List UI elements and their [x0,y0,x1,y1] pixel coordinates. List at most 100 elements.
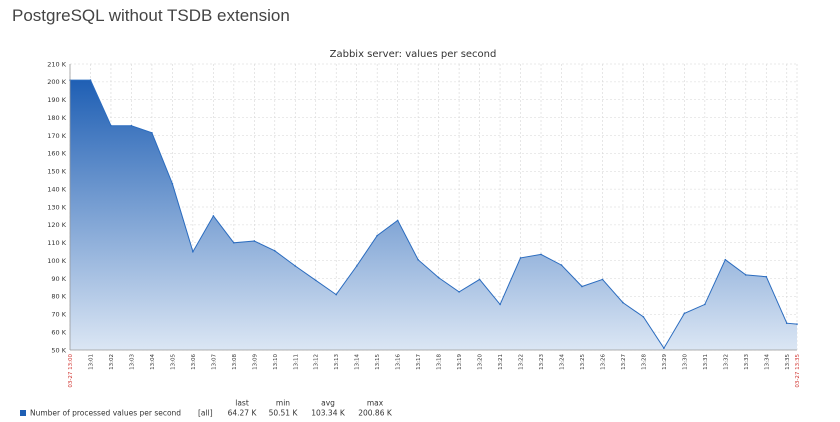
data-point [212,215,215,217]
data-point [130,124,133,127]
y-tick-label: 120 K [47,221,66,229]
data-point [745,274,747,276]
x-tick-label: 13:27 [621,354,627,370]
x-tick-label: 13:04 [150,354,156,370]
axes: 50 K 60 K 70 K 80 K 90 K 100 K 110 K 120 K 130 K… [47,60,801,387]
x-tick-label: 13:28 [641,354,647,370]
legend-header-max: max [367,399,384,408]
x-tick-label: 03-27 13:35 [795,354,801,388]
x-tick-label: 13:18 [437,354,443,370]
data-point [355,265,358,267]
x-tick-label: 13:23 [539,354,545,370]
data-point [376,234,378,237]
y-tick-label: 80 K [51,293,66,301]
x-tick-label: 13:29 [662,354,668,370]
legend-value-avg: 103.34 K [311,409,346,418]
y-tick-label: 160 K [47,150,66,158]
data-point [796,323,798,325]
x-tick-label: 13:30 [682,354,688,370]
y-tick-label: 150 K [47,168,66,176]
x-tick-label: 13:08 [232,354,238,370]
x-tick-label: 13:15 [375,354,381,370]
x-tick-label: 13:02 [109,354,115,370]
data-point [683,312,686,315]
data-point [437,276,440,279]
legend-value-last: 64.27 K [228,409,258,418]
x-tick-label: 13:22 [519,354,525,370]
x-tick-label: 13:06 [191,354,197,370]
x-tick-label: 13:20 [478,354,484,370]
x-tick-label: 13:33 [744,354,750,370]
y-tick-label: 110 K [47,239,66,247]
data-point [151,132,153,134]
x-tick-label: 13:01 [88,354,94,370]
x-tick-label: 13:07 [211,354,217,370]
y-tick-label: 170 K [47,132,66,140]
x-tick-label: 03-27 13:00 [68,354,74,388]
x-tick-label: 13:10 [273,354,279,370]
legend-header-avg: avg [321,399,335,408]
legend: Number of processed values per second [al… [20,399,393,418]
data-point [724,258,727,261]
data-point [233,241,235,244]
data-point [273,249,276,252]
data-point [110,124,112,127]
x-tick-label: 13:09 [252,354,258,370]
y-tick-label: 180 K [47,114,66,122]
x-tick-label: 13:12 [314,354,320,370]
data-point [314,279,317,282]
x-tick-label: 13:03 [129,354,135,370]
data-point [294,265,297,267]
data-point [478,278,481,281]
legend-header-min: min [276,399,290,408]
data-point [335,293,338,296]
x-tick-label: 13:25 [580,354,586,370]
data-point [89,79,92,81]
y-tick-label: 70 K [51,311,66,319]
data-point [622,301,624,304]
chart-title: Zabbix server: values per second [330,49,497,60]
x-tick-label: 13:24 [559,354,565,370]
legend-header-last: last [235,399,249,408]
legend-swatch [20,410,26,416]
page-heading: PostgreSQL without TSDB extension [12,6,290,25]
data-point [417,258,419,261]
data-point [171,182,174,185]
data-point [560,264,563,266]
x-tick-label: 13:05 [170,354,176,370]
data-point [499,303,501,306]
data-point [663,347,665,350]
data-point [601,278,604,281]
x-tick-label: 13:35 [785,354,791,370]
legend-scope: [all] [198,409,213,418]
x-tick-label: 13:34 [764,354,770,370]
y-tick-label: 50 K [51,346,66,354]
x-tick-label: 13:21 [498,354,504,370]
legend-value-min: 50.51 K [269,409,299,418]
x-tick-label: 13:13 [334,354,340,370]
x-tick-label: 13:32 [723,354,729,370]
data-point [253,240,256,242]
series-area-fill [70,80,797,350]
data-point [581,285,583,288]
x-tick-label: 13:31 [703,354,709,370]
y-tick-label: 130 K [47,203,66,211]
x-tick-label: 13:16 [396,354,402,370]
data-point [642,316,645,318]
y-tick-label: 100 K [47,257,66,265]
data-point [519,257,522,259]
legend-series-label: Number of processed values per second [30,409,181,418]
x-tick-label: 13:14 [355,354,361,370]
x-tick-label: 13:17 [416,354,422,370]
legend-value-max: 200.86 K [358,409,393,418]
data-point [458,291,460,293]
data-point [704,303,706,306]
series-area [69,79,798,350]
y-tick-label: 190 K [47,96,66,104]
y-tick-label: 90 K [51,275,66,283]
data-point [192,250,194,253]
y-tick-label: 140 K [47,185,66,193]
data-point [396,219,399,222]
data-point [765,275,768,278]
